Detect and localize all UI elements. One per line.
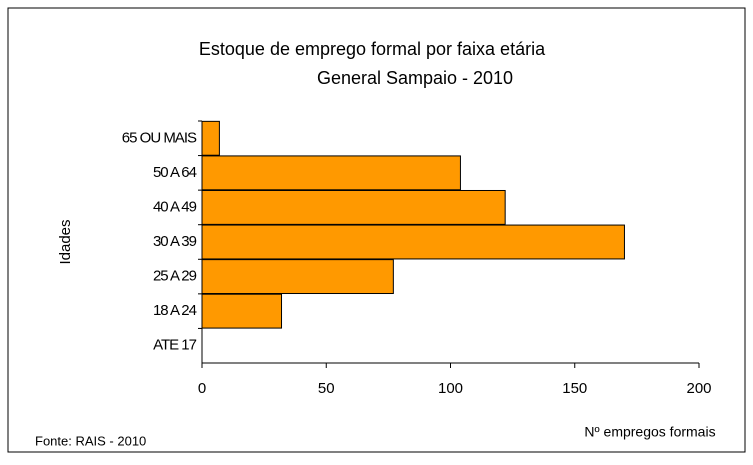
- x-tick-label: 200: [686, 380, 711, 397]
- x-axis-label: Nº empregos formais: [584, 424, 715, 440]
- x-tick-label: 0: [198, 380, 206, 397]
- y-tick-label: 25 A 29: [153, 268, 197, 285]
- bar: [201, 293, 283, 329]
- x-tick-label: 150: [562, 380, 587, 397]
- source-note: Fonte: RAIS - 2010: [35, 433, 146, 448]
- chart-subtitle: General Sampaio - 2010: [317, 68, 513, 88]
- y-tick-label: 18 A 24: [153, 302, 197, 319]
- y-tick-label: 30 A 39: [153, 233, 197, 250]
- chart-title: Estoque de emprego formal por faixa etár…: [199, 39, 546, 59]
- bar: [201, 224, 625, 260]
- x-tick-label: 100: [438, 380, 463, 397]
- bar: [201, 259, 394, 295]
- bar: [201, 189, 506, 225]
- y-tick-label: 50 A 64: [153, 164, 197, 181]
- bar: [201, 120, 220, 156]
- y-tick-label: 65 OU MAIS: [122, 129, 197, 146]
- y-tick-label: 40 A 49: [153, 198, 197, 215]
- x-tick-label: 50: [318, 380, 335, 397]
- bar: [201, 155, 461, 191]
- y-tick-label: ATE 17: [153, 337, 197, 354]
- y-axis-label: Idades: [57, 219, 74, 264]
